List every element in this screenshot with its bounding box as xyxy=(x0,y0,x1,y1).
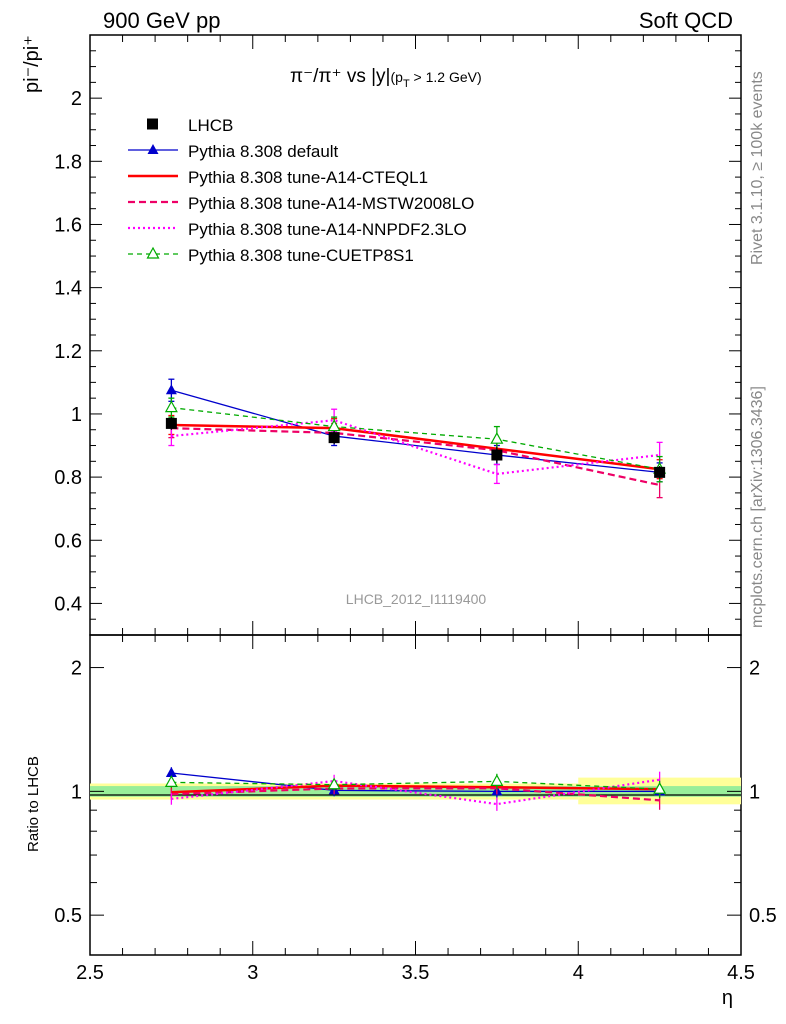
ratio-layer xyxy=(164,766,667,811)
legend-marker xyxy=(146,246,160,259)
y-tick-label: 1.6 xyxy=(54,214,82,236)
y-axis-label: pi⁻/pi⁺ xyxy=(21,35,43,93)
series-lhcb xyxy=(165,417,666,479)
series-line xyxy=(171,427,660,487)
legend-label: Pythia 8.308 tune-CUETP8S1 xyxy=(188,246,414,265)
data-point xyxy=(490,431,504,444)
series-3 xyxy=(168,408,663,485)
ratio-series-line xyxy=(171,778,660,806)
rivet-label: Rivet 3.1.10, ≥ 100k events xyxy=(749,71,766,265)
y-tick-label: 1.4 xyxy=(54,278,82,300)
ratio-series-line xyxy=(171,780,660,790)
watermark: LHCB_2012_I1119400 xyxy=(346,591,487,607)
y-tick-label: 1.2 xyxy=(54,341,82,363)
y-tick-label: 0.6 xyxy=(54,530,82,552)
mcplots-label: mcplots.cern.ch [arXiv:1306.3436] xyxy=(749,386,766,628)
series-layer xyxy=(164,378,667,499)
series-line xyxy=(171,419,660,476)
x-tick-label: 3.5 xyxy=(402,962,430,984)
legend-label: LHCB xyxy=(188,116,233,135)
ratio-y-tick-label: 0.5 xyxy=(54,905,82,927)
ratio-point xyxy=(327,777,341,790)
ratio-point xyxy=(165,766,177,777)
data-point xyxy=(327,419,341,432)
y-tick-label: 1.8 xyxy=(54,151,82,173)
data-point xyxy=(165,384,177,395)
header-right: Soft QCD xyxy=(639,8,733,33)
ratio-point xyxy=(653,781,667,794)
ratio-y-tick-label: 1 xyxy=(71,781,82,803)
legend-label: Pythia 8.308 tune-A14-NNPDF2.3LO xyxy=(188,220,467,239)
series-line xyxy=(171,406,660,470)
legend-label: Pythia 8.308 default xyxy=(188,142,339,161)
ratio-y-tick-label-right: 2 xyxy=(749,658,760,680)
series-line xyxy=(171,423,660,471)
lhcb-point xyxy=(491,449,503,461)
y-tick-label: 0.4 xyxy=(54,593,82,615)
ratio-y-tick-label: 2 xyxy=(71,658,82,680)
legend-marker-lhcb xyxy=(147,118,158,130)
ratio-point xyxy=(164,775,178,787)
y-tick-label: 1 xyxy=(71,404,82,426)
axes: 0.4 0.6 0.8 1 1.2 1.4 1.6 1.8 2 2.5 3 3.5 4 4.5 0.5 1 2 0… xyxy=(54,34,777,984)
lhcb-point xyxy=(654,466,666,478)
ratio-point xyxy=(490,774,504,786)
legend: LHCB Pythia 8.308 default Pythia 8.308 tun… xyxy=(128,116,474,265)
y-tick-label: 2 xyxy=(71,88,82,110)
x-axis-label: η xyxy=(722,987,733,1009)
x-tick-label: 3 xyxy=(247,962,258,984)
x-tick-label: 4 xyxy=(573,962,584,984)
ratio-series-4 xyxy=(164,773,667,799)
legend-marker xyxy=(147,144,159,154)
y-tick-label: 0.8 xyxy=(54,467,82,489)
x-tick-label: 2.5 xyxy=(76,962,104,984)
ratio-y-tick-label-right: 0.5 xyxy=(749,905,777,927)
legend-label: Pythia 8.308 tune-A14-CTEQL1 xyxy=(188,168,428,187)
header-left: 900 GeV pp xyxy=(103,8,220,33)
ratio-y-axis-label: Ratio to LHCB xyxy=(25,756,42,852)
data-point xyxy=(164,400,178,413)
series-2 xyxy=(168,418,663,499)
x-tick-label: 4.5 xyxy=(727,962,755,984)
main-title: π⁻/π⁺ vs |y|(pT > 1.2 GeV) xyxy=(290,66,482,90)
ratio-y-tick-label-right: 1 xyxy=(749,781,760,803)
legend-label: Pythia 8.308 tune-A14-MSTW2008LO xyxy=(188,194,474,213)
lhcb-point xyxy=(165,417,177,429)
lhcb-point xyxy=(328,432,340,444)
ratio-series-line xyxy=(171,787,660,802)
